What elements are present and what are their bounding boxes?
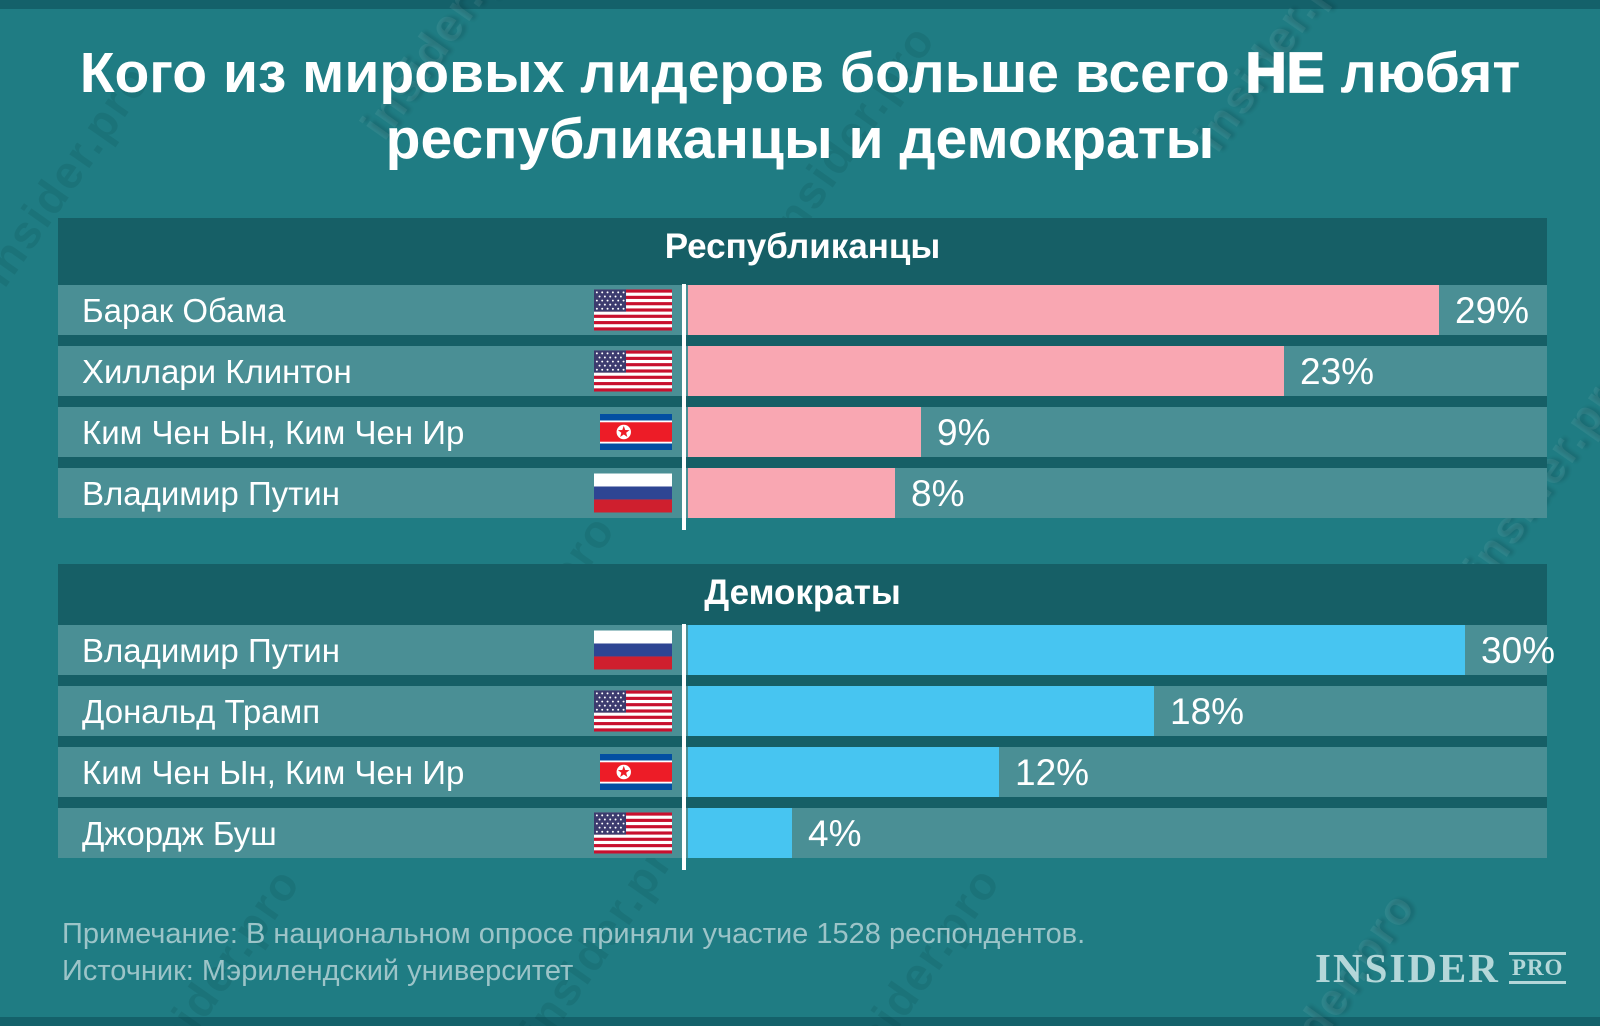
us-flag-icon: [594, 289, 672, 331]
section-democrats-header: Демократы: [704, 573, 901, 612]
bar-row-vladimir-putin: Владимир Путин 30%: [58, 625, 1555, 675]
bottom-border-strip: [0, 1017, 1600, 1026]
insider-pro-logo: INSIDER PRO: [1315, 944, 1567, 992]
value-bar: [688, 285, 1439, 335]
bar-row-donald-trump: Дональд Трамп 18%: [58, 686, 1547, 736]
value-bar: [688, 407, 921, 457]
leader-name: Ким Чен Ын, Ким Чен Ир: [82, 754, 465, 791]
footnote-sample: Примечание: В национальном опросе принял…: [62, 918, 1086, 950]
value-label: 8%: [911, 473, 965, 514]
bar-row-kim-jong: Ким Чен Ын, Ким Чен Ир 9%: [58, 407, 1547, 457]
bar-row-barack-obama: Барак Обама 29%: [58, 285, 1547, 335]
value-bar: [688, 346, 1284, 396]
leader-name: Дональд Трамп: [82, 693, 321, 730]
page-title-line2: республиканцы и демократы: [385, 107, 1215, 171]
russia-flag-icon: [594, 629, 672, 671]
value-bar: [688, 808, 792, 858]
value-label: 30%: [1481, 630, 1556, 671]
north-korea-flag-icon: [594, 751, 672, 793]
leader-name: Барак Обама: [82, 292, 286, 329]
top-border-strip: [0, 0, 1600, 9]
leader-name: Владимир Путин: [82, 632, 340, 669]
value-bar: [688, 468, 895, 518]
bar-row-hillary-clinton: Хиллари Клинтон 23%: [58, 346, 1547, 396]
us-flag-icon: [594, 350, 672, 392]
footnote-source: Источник: Мэрилендский университет: [62, 955, 574, 987]
baseline-axis: [682, 624, 686, 870]
leader-name: Владимир Путин: [82, 475, 340, 512]
value-label: 12%: [1015, 752, 1090, 793]
north-korea-flag-icon: [594, 411, 672, 453]
value-label: 9%: [937, 412, 991, 453]
title-emphasis: НЕ: [1245, 40, 1326, 106]
value-label: 18%: [1170, 691, 1245, 732]
value-bar: [688, 686, 1154, 736]
page-title: Кого из мировых лидеров больше всего НЕ …: [0, 40, 1600, 172]
page-title-line1: Кого из мировых лидеров больше всего НЕ …: [79, 40, 1521, 106]
value-label: 29%: [1455, 290, 1530, 331]
footnotes: Примечание: В национальном опросе принял…: [62, 916, 1085, 990]
baseline-axis: [682, 284, 686, 530]
value-label: 23%: [1300, 351, 1375, 392]
russia-flag-icon: [594, 472, 672, 514]
leader-name: Ким Чен Ын, Ким Чен Ир: [82, 414, 465, 451]
section-democrats: Демократы Владимир Путин 30% Дональд Тра…: [58, 564, 1555, 870]
us-flag-icon: [594, 690, 672, 732]
bar-row-vladimir-putin: Владимир Путин 8%: [58, 468, 1547, 518]
us-flag-icon: [594, 812, 672, 854]
bar-row-kim-jong: Ким Чен Ын, Ким Чен Ир 12%: [58, 747, 1547, 797]
section-republicans-header: Республиканцы: [664, 227, 941, 266]
leader-name: Хиллари Клинтон: [82, 353, 352, 390]
value-bar: [688, 625, 1465, 675]
leader-name: Джордж Буш: [82, 815, 277, 852]
bar-row-george-bush: Джордж Буш 4%: [58, 808, 1547, 858]
value-bar: [688, 747, 999, 797]
value-label: 4%: [808, 813, 862, 854]
logo-pro-text: PRO: [1508, 952, 1567, 984]
logo-insider-text: INSIDER: [1315, 945, 1500, 991]
section-republicans: Республиканцы Барак Обама 29% Хиллари Кл…: [58, 218, 1547, 530]
